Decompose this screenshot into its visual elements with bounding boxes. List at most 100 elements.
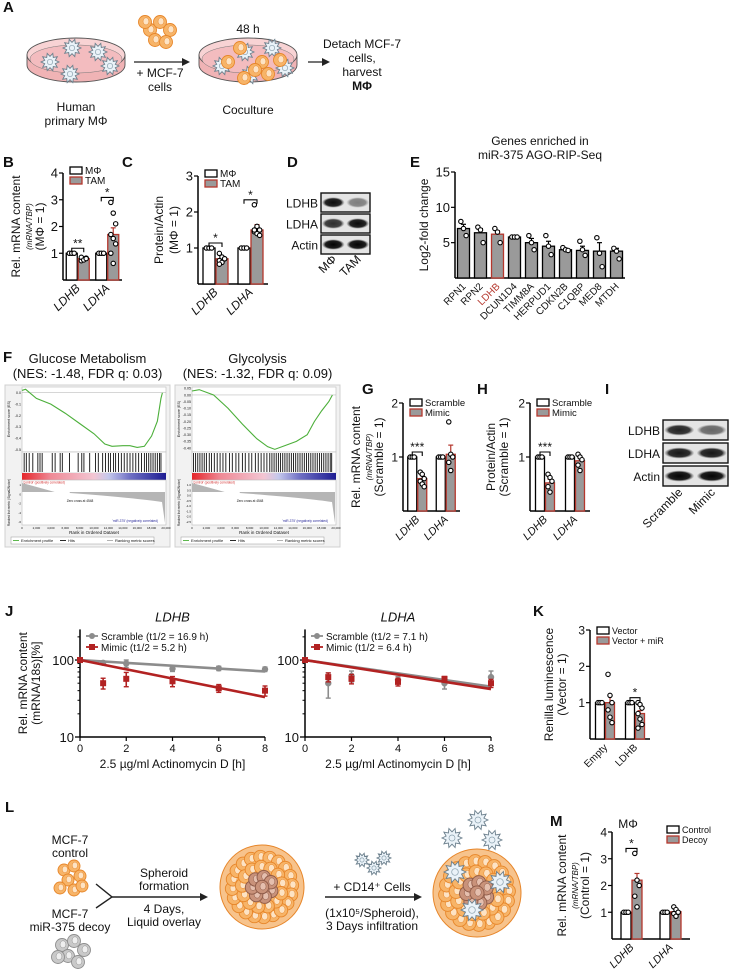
y-axis-label: (mRNA/TBP) [571,862,580,909]
mcf7-cell-icon [159,35,173,49]
protein-band [696,424,727,436]
chart-title: miR-375 AGO-RIP-Seq [478,148,602,162]
protein-band [321,218,345,229]
bar [250,229,264,285]
macrophage-nucleus [106,62,114,70]
metric-tick-label: -2 [18,502,21,506]
cell-nucleus [279,879,287,887]
legend-swatch [536,408,550,417]
legend-swatch [409,398,423,407]
chart-title: LDHA [381,609,416,624]
protein-band [664,470,695,482]
panel-letter-h: H [477,381,488,398]
legend-label: MΦ [220,169,236,180]
bar [95,252,108,281]
cell-nucleus [65,875,72,883]
data-point [108,231,114,238]
step1-label-4: Liquid overlay [126,915,202,929]
significance-label: * [629,836,634,850]
chart-title: Genes enriched in [491,134,588,148]
chart-title: Glycolysis [228,351,287,366]
x-tick-label: 16,000 [133,526,143,530]
legend-swatch [596,636,610,645]
bar [659,911,671,940]
cell-nucleus [289,880,297,889]
data-point [261,666,269,673]
step2-label-2: (1x10⁵/Spheroid), [325,906,419,920]
blot-row-label: LDHA [286,218,318,232]
macrophage-nucleus [474,816,482,824]
legend-label: TAM [220,179,240,190]
data-point [421,483,427,490]
mcf7-cell-icon [153,15,167,29]
step2-label-3: 3 Days infiltration [325,919,419,933]
control-label-2: control [51,846,89,860]
x-axis-label: Rank in Ordered Dataset [69,530,120,535]
blot-row-label: Actin [633,470,660,484]
y-axis-label: (MΦ = 1) [33,203,47,251]
data-point [639,705,645,711]
panel-letter-k: K [533,603,544,620]
x-tick-label: 16,000 [303,526,313,530]
y-tick-label: 1 [578,696,585,710]
decoy-cell-icon [77,943,91,957]
spheroid-icon [432,848,522,938]
legend-label: Enrichment profile [191,538,224,543]
es-tick-label: -0.10 [183,407,191,411]
macrophage-nucleus [94,48,102,56]
data-point [112,221,119,227]
data-point [596,250,603,257]
macrophage-nucleus [68,44,76,52]
positive-correlation-label: 'control' (positively correlated) [23,481,65,485]
data-point [348,675,355,682]
cell-nucleus [494,894,502,903]
step1-label-3: 4 Days, [143,902,185,916]
x-tick-label: 2,000 [33,526,41,530]
cell-nucleus [57,883,64,891]
significance-label: * [633,686,638,700]
macrophage-body [375,850,393,866]
legend-label: Scramble [552,398,592,409]
data-point [169,678,176,685]
panel-letter-l: L [5,799,15,816]
category-label: LDHB [607,942,636,971]
legend-marker [89,633,95,639]
data-point [577,238,583,245]
macrophage-icon [59,64,81,84]
y-tick-label: 2 [186,205,193,220]
cell-nucleus [225,57,233,66]
data-point [579,456,585,463]
macrophage-body [261,38,283,58]
y-tick-label: 4 [51,166,58,181]
y-axis-label: Rel. mRNA content [16,632,30,735]
x-tick-label: 8 [262,743,268,755]
bar [558,249,573,279]
y-tick-label: 3 [578,624,585,638]
y-tick-label: 10 [285,730,299,745]
data-point [71,250,77,257]
protein-band [346,218,370,229]
x-tick-label: 20,000 [331,526,341,530]
macrophage-body [87,42,109,62]
mcf7-cell-icon [253,849,268,865]
panel-letter-i: I [605,381,610,398]
bar [202,247,216,285]
control-label: MCF-7 [51,833,89,847]
metric-tick-label: -1.5 [186,509,192,513]
macrophage-icon [442,860,468,884]
significance-bracket [243,199,258,204]
data-point [441,675,448,682]
data-point [616,256,622,262]
mcf7-cell-icon [261,67,275,81]
x-tick-label: 8 [488,743,494,755]
detach-label-3: harvest [342,65,382,79]
data-point [256,227,263,233]
x-tick-label: 6 [441,743,447,755]
bar [107,233,120,281]
lane-label: TAM [337,252,364,279]
culture-dish-icon [26,37,126,84]
significance-label: * [105,185,110,199]
y-axis-label: (mRNA/18s)[%] [29,642,43,725]
y-tick-label: 3 [51,192,58,207]
data-point [446,419,452,425]
